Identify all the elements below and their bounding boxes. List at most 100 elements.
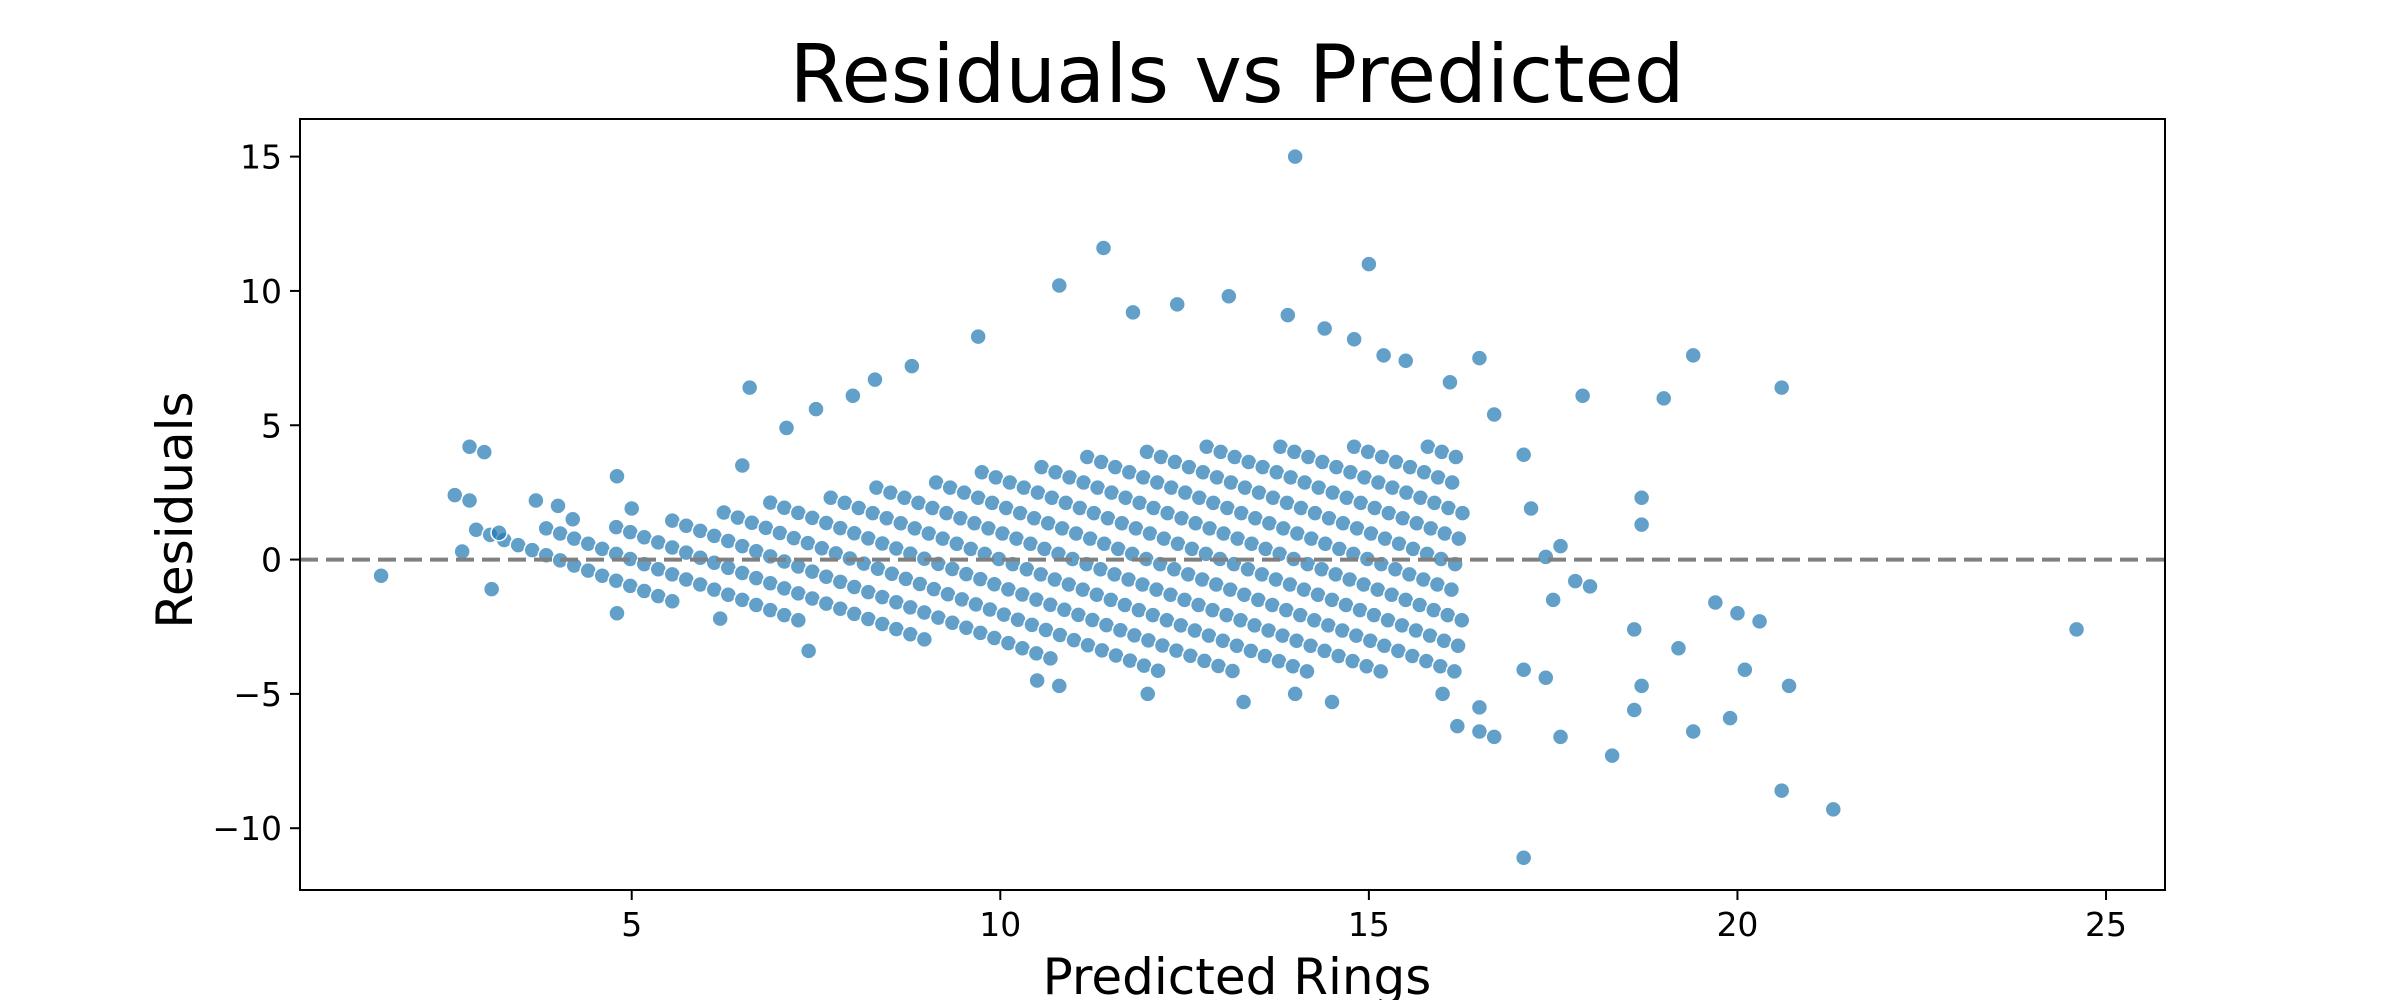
y-tick-label: −5 (233, 675, 282, 714)
data-point (1625, 701, 1643, 719)
data-point (915, 630, 934, 649)
data-point (777, 419, 796, 437)
data-point (1551, 728, 1570, 746)
data-point (1780, 677, 1798, 695)
data-point (475, 443, 494, 461)
data-point (460, 437, 479, 456)
data-point (453, 542, 471, 561)
data-point (1514, 660, 1533, 679)
data-point (1537, 669, 1555, 687)
data-point (807, 400, 825, 418)
data-point (1041, 649, 1060, 668)
data-point (1433, 685, 1452, 703)
data-point (563, 510, 582, 529)
data-point (1772, 781, 1791, 800)
data-point (608, 467, 626, 486)
y-tick-label: 15 (240, 138, 282, 177)
data-point (460, 491, 479, 510)
data-point (1279, 306, 1297, 324)
x-tick-label: 10 (979, 905, 1021, 944)
data-point (1772, 378, 1791, 397)
data-point (1149, 662, 1167, 680)
data-point (1315, 319, 1334, 338)
data-point (490, 523, 508, 542)
data-point (1514, 446, 1533, 464)
data-point (1234, 693, 1253, 711)
data-point (482, 580, 501, 598)
data-point (1223, 662, 1242, 680)
y-tick-label: 0 (261, 541, 282, 580)
plot-frame (299, 118, 2166, 891)
data-point (740, 378, 759, 397)
data-point (799, 642, 818, 660)
data-point (1028, 671, 1046, 690)
x-tick-label: 20 (1716, 905, 1758, 944)
data-point (1654, 389, 1673, 408)
data-point (1445, 662, 1464, 681)
chart-title: Residuals vs Predicted (790, 28, 1685, 121)
data-point (1632, 489, 1651, 507)
data-point (1728, 604, 1747, 623)
data-point (1470, 349, 1489, 367)
data-point (2067, 620, 2086, 639)
data-point (1485, 728, 1503, 746)
data-point (903, 357, 921, 375)
x-tick-label: 5 (621, 905, 642, 944)
data-point (1566, 572, 1585, 590)
data-point (1453, 504, 1472, 522)
data-point (1448, 717, 1467, 735)
data-point (1286, 685, 1304, 703)
data-point (1684, 722, 1702, 741)
data-point (1750, 612, 1769, 631)
data-point (1050, 276, 1069, 295)
data-point (1573, 386, 1592, 405)
data-point (1374, 346, 1393, 365)
data-point (372, 566, 390, 585)
y-axis: −10 −5 0 5 10 15 (212, 138, 300, 848)
data-point (1168, 295, 1186, 314)
data-point (1360, 255, 1378, 273)
data-point (1632, 515, 1651, 534)
data-point (1094, 239, 1113, 257)
data-point (1447, 448, 1465, 466)
data-points (372, 147, 2086, 867)
data-point (1220, 287, 1238, 306)
data-point (1544, 591, 1562, 609)
data-point (1625, 620, 1643, 639)
data-point (733, 456, 752, 475)
data-point (866, 370, 884, 389)
data-point (1721, 709, 1739, 727)
data-point (1485, 405, 1503, 424)
data-point (1442, 580, 1461, 599)
data-point (1736, 660, 1754, 679)
data-point (1450, 529, 1468, 548)
data-point (1138, 685, 1157, 703)
x-axis-label: Predicted Rings (1043, 948, 1432, 1000)
data-point (446, 486, 464, 504)
data-point (1551, 537, 1570, 555)
x-tick-label: 25 (2085, 905, 2127, 944)
data-point (1632, 677, 1651, 695)
data-point (1371, 662, 1390, 681)
data-point (789, 611, 808, 630)
data-point (1706, 593, 1725, 612)
data-point (969, 327, 987, 346)
data-point (1449, 637, 1467, 655)
data-point (549, 497, 567, 515)
data-point (527, 491, 545, 510)
data-point (1581, 577, 1599, 596)
data-point (1514, 849, 1533, 867)
data-point (1443, 473, 1461, 492)
data-point (1323, 693, 1341, 711)
data-point (1345, 330, 1363, 349)
data-point (1824, 800, 1843, 819)
data-point (1050, 677, 1069, 695)
data-point (1470, 698, 1489, 717)
data-point (1684, 346, 1702, 365)
y-axis-label: Residuals (146, 391, 204, 628)
data-point (1286, 147, 1304, 166)
data-point (1441, 373, 1459, 392)
y-tick-label: −10 (212, 809, 282, 848)
data-point (1537, 548, 1555, 566)
data-point (1124, 303, 1142, 322)
